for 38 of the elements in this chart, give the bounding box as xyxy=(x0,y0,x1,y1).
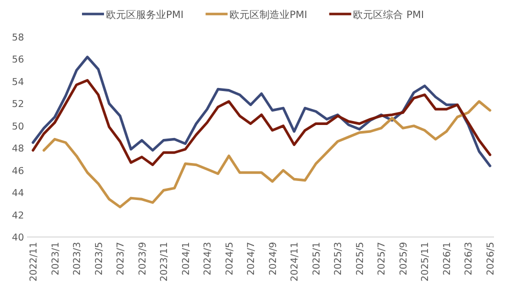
y-tick-label: 40 xyxy=(12,232,24,244)
x-tick-label: 2025/9 xyxy=(398,242,410,276)
x-tick-label: 2025/1 xyxy=(311,242,322,276)
line-series xyxy=(32,56,492,168)
x-tick-label: 2022/11 xyxy=(28,242,40,282)
y-tick-label: 52 xyxy=(12,99,24,110)
x-tick-label: 2023/9 xyxy=(137,242,148,276)
x-tick-label: 2025/5 xyxy=(354,242,366,276)
x-tick-label: 2026/3 xyxy=(464,242,475,276)
x-tick-label: 2024/3 xyxy=(202,242,214,276)
x-tick-label: 2023/11 xyxy=(159,242,170,282)
x-tick-label: 2025/11 xyxy=(420,242,432,282)
y-tick-label: 50 xyxy=(12,121,24,132)
x-tick-label: 2024/9 xyxy=(268,242,279,276)
y-tick-label: 48 xyxy=(12,144,24,155)
y-tick-label: 44 xyxy=(12,188,24,200)
y-tick-label: 54 xyxy=(12,76,24,88)
y-tick-label: 46 xyxy=(12,166,24,177)
x-tick-label: 2024/11 xyxy=(290,242,301,282)
x-tick-label: 2023/7 xyxy=(116,242,127,276)
x-tick-label: 2024/1 xyxy=(180,242,192,276)
x-tick-label: 2025/3 xyxy=(333,242,344,276)
legend-label: 欧元区服务业PMI xyxy=(106,9,184,21)
y-tick-label: 56 xyxy=(12,54,24,66)
x-tick-label: 2023/1 xyxy=(50,242,62,276)
line-series xyxy=(42,100,492,208)
y-tick-label: 58 xyxy=(12,32,24,44)
x-tick-label: 2025/7 xyxy=(376,242,388,276)
legend-label: 欧元区综合 PMI xyxy=(353,9,424,21)
x-tick-label: 2023/3 xyxy=(72,242,84,276)
x-tick-label: 2023/5 xyxy=(94,242,105,276)
y-tick-label: 42 xyxy=(12,210,24,222)
legend-label: 欧元区制造业PMI xyxy=(230,9,308,21)
x-tick-label: 2024/5 xyxy=(224,242,236,276)
line-series xyxy=(32,79,492,166)
x-tick-label: 2026/5 xyxy=(486,242,496,276)
x-tick-label: 2026/1 xyxy=(442,242,453,276)
x-tick-label: 2024/7 xyxy=(246,242,258,276)
